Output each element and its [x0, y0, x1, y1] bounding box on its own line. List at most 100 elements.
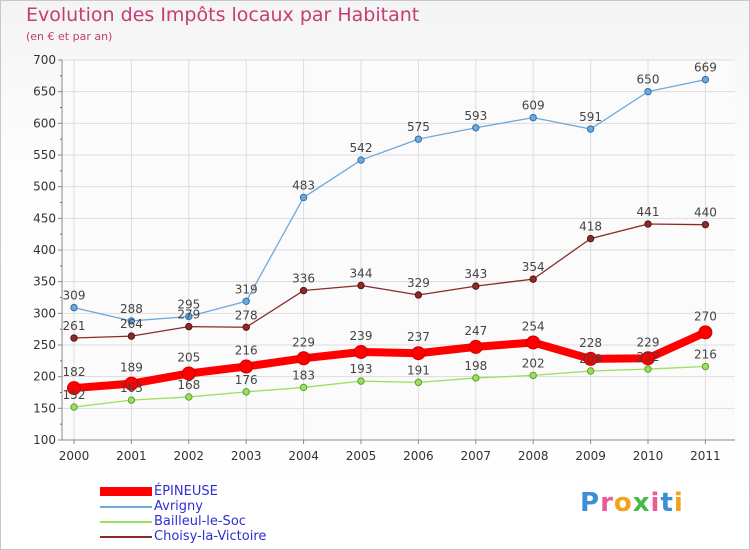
y-tick-label: 600: [33, 116, 56, 130]
series-line-1: [73, 78, 707, 322]
y-tick-label: 150: [33, 401, 56, 415]
data-point: [472, 374, 480, 382]
data-label: 279: [177, 308, 200, 322]
data-point: [586, 367, 595, 375]
data-label: 193: [350, 362, 373, 376]
data-label: 254: [522, 319, 545, 333]
x-tick-label: 2002: [174, 449, 205, 463]
data-label: 440: [694, 206, 717, 220]
brand-letter: i: [673, 488, 684, 518]
data-point: [701, 362, 710, 371]
data-label: 278: [235, 308, 258, 322]
legend-label-bailleul: Bailleul-le-Soc: [154, 514, 246, 529]
brand-logo: Proxiti: [580, 488, 684, 518]
data-label: 288: [120, 302, 143, 316]
data-point: [357, 156, 365, 164]
data-point: [583, 351, 598, 366]
data-label: 593: [464, 109, 487, 123]
data-point: [242, 297, 250, 305]
line-chart: 100 150 200 250 300 350 400 450 500 550 600 650 700 2…: [33, 53, 735, 463]
data-label: 237: [407, 330, 430, 344]
series-line-3: [73, 223, 707, 339]
data-point: [526, 335, 541, 350]
chart-subtitle: (en € et par an): [26, 30, 113, 43]
legend-swatch-avrigny: [100, 506, 152, 508]
data-point: [127, 332, 136, 340]
series-line-0: [70, 328, 710, 393]
data-label: 163: [120, 381, 143, 395]
x-tick-label: 2004: [288, 449, 319, 463]
data-label: 354: [522, 260, 545, 274]
data-point: [641, 351, 655, 366]
data-point: [70, 303, 78, 312]
y-tick-label: 250: [33, 338, 56, 352]
data-point: [357, 281, 365, 290]
data-label: 202: [522, 356, 545, 370]
data-point: [411, 346, 426, 361]
data-label: 198: [464, 359, 487, 373]
data-point: [70, 334, 78, 342]
data-label: 189: [120, 361, 143, 375]
data-point: [644, 220, 652, 228]
data-point: [529, 113, 537, 122]
legend-label-epineuse: ÉPINEUSE: [154, 484, 218, 499]
data-label: 205: [177, 351, 200, 365]
data-point: [239, 359, 254, 374]
data-label: 309: [63, 289, 86, 303]
data-label: 229: [637, 335, 660, 349]
y-tick-label: 350: [33, 275, 56, 289]
legend-label-avrigny: Avrigny: [154, 499, 203, 514]
data-point: [586, 234, 595, 243]
data-label: 228: [579, 336, 602, 350]
y-tick-label: 700: [33, 53, 56, 67]
data-point: [414, 135, 423, 143]
data-label: 319: [235, 282, 258, 296]
data-label: 270: [694, 309, 717, 323]
data-label: 542: [350, 141, 373, 155]
data-point: [701, 220, 710, 229]
data-point: [242, 388, 250, 396]
data-label: 609: [522, 99, 545, 113]
brand-letter: t: [660, 488, 674, 518]
y-tick-label: 300: [33, 306, 56, 320]
brand-letter: o: [613, 488, 633, 518]
data-label: 183: [292, 368, 315, 382]
data-label: 591: [579, 110, 602, 124]
data-point: [701, 75, 710, 84]
data-label: 152: [63, 388, 86, 402]
data-label: 669: [694, 61, 717, 75]
data-point: [468, 339, 483, 354]
data-point: [586, 125, 595, 133]
data-label: 216: [235, 344, 258, 358]
brand-letter: i: [650, 488, 661, 518]
data-label: 295: [177, 298, 200, 312]
data-label: 168: [177, 378, 200, 392]
data-point: [354, 344, 368, 359]
data-point: [698, 325, 713, 340]
data-point: [472, 124, 480, 132]
data-point: [296, 351, 311, 366]
data-label: 264: [120, 317, 143, 331]
data-label: 239: [350, 329, 373, 343]
data-point: [185, 322, 193, 331]
legend-swatch-epineuse: [100, 487, 152, 496]
x-tick-label: 2007: [461, 449, 492, 463]
data-label: 650: [637, 73, 660, 87]
brand-letter: r: [600, 488, 614, 518]
x-tick-label: 2008: [518, 449, 549, 463]
data-point: [299, 193, 308, 202]
y-tick-label: 450: [33, 211, 56, 225]
data-point: [67, 381, 81, 396]
series-line-2: [73, 365, 707, 408]
data-point: [124, 376, 139, 391]
data-point: [644, 365, 652, 373]
data-point: [414, 291, 423, 299]
data-label: 182: [63, 365, 86, 379]
x-tick-label: 2001: [116, 449, 147, 463]
data-label: 261: [63, 319, 86, 333]
chart-title: Evolution des Impôts locaux par Habitant: [26, 4, 420, 26]
x-tick-label: 2000: [59, 449, 90, 463]
data-label: 575: [407, 120, 430, 134]
data-point: [414, 378, 423, 387]
data-label: 441: [637, 205, 660, 219]
